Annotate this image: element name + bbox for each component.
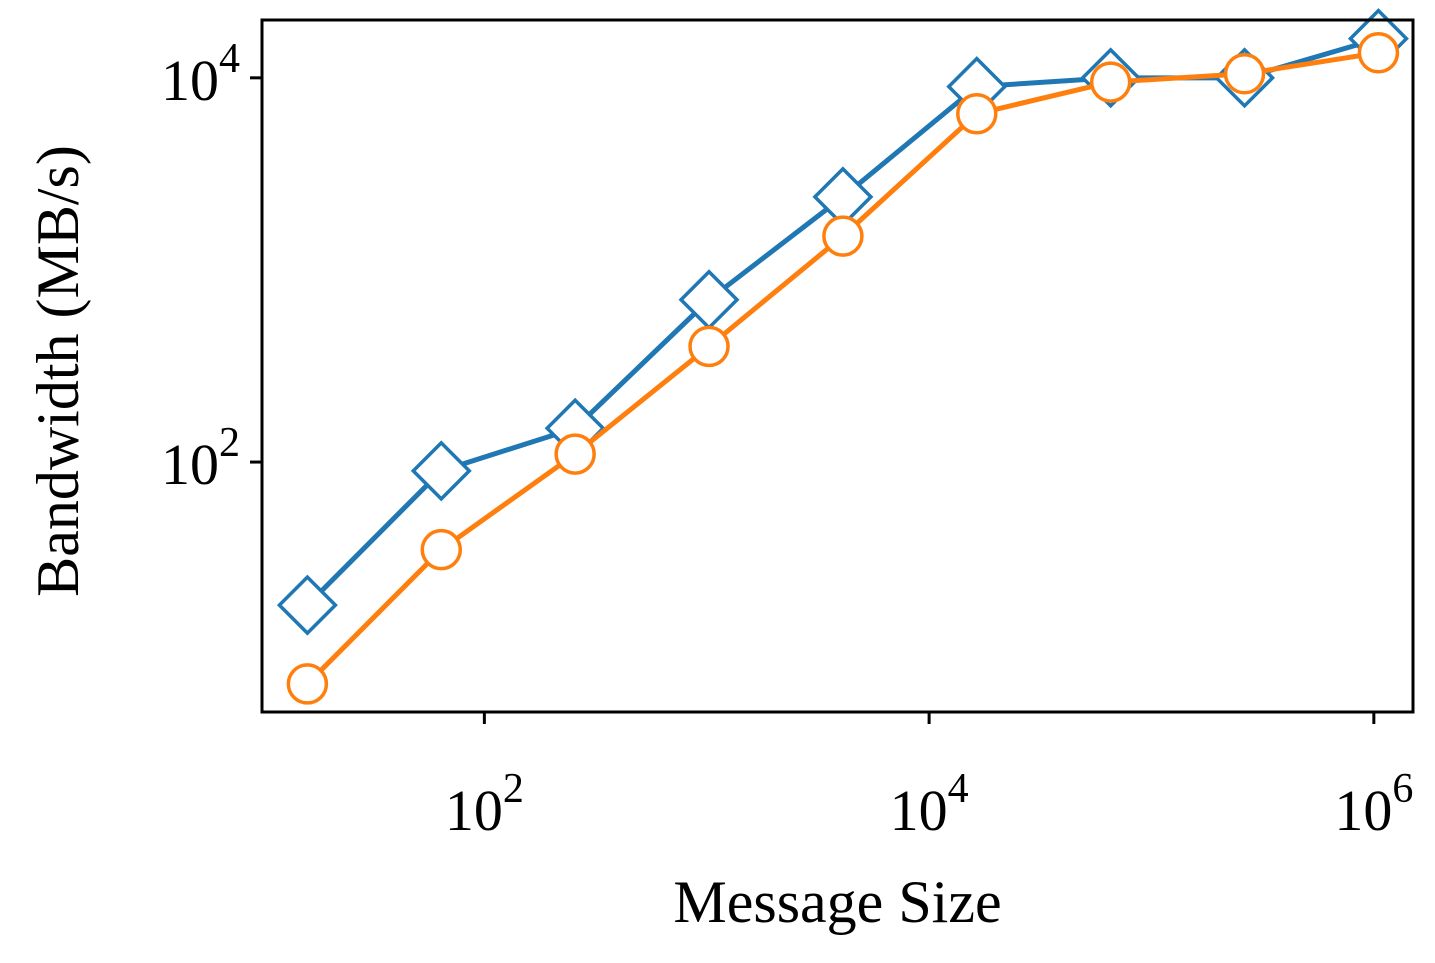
data-point-circle [822, 215, 864, 257]
y-tick-label: 102 [161, 420, 240, 497]
data-point-circle [1357, 32, 1400, 74]
series-line-1 [305, 36, 1380, 607]
data-point-circle [1089, 61, 1132, 103]
ticks-layer: 102 104 106 102 104 [161, 36, 1413, 843]
data-point-circle [420, 528, 463, 571]
data-point-circle [688, 325, 730, 368]
x-tick-label: 106 [1334, 766, 1413, 843]
plot-frame [260, 18, 1415, 714]
y-tick-label: 104 [161, 36, 240, 113]
data-point-diamond [410, 440, 472, 502]
x-tick-label: 102 [445, 766, 524, 843]
data-point-diamond [276, 574, 338, 636]
y-axis-label: Bandwidth (MB/s) [25, 145, 91, 597]
x-tick-label: 104 [890, 766, 969, 843]
series-layer [276, 8, 1409, 705]
series-line-2 [305, 50, 1379, 686]
x-axis-label: Message Size [673, 869, 1001, 935]
data-point-circle [956, 93, 998, 135]
data-point-circle [554, 433, 596, 475]
data-point-circle [1223, 53, 1266, 95]
data-point-circle [286, 663, 329, 705]
